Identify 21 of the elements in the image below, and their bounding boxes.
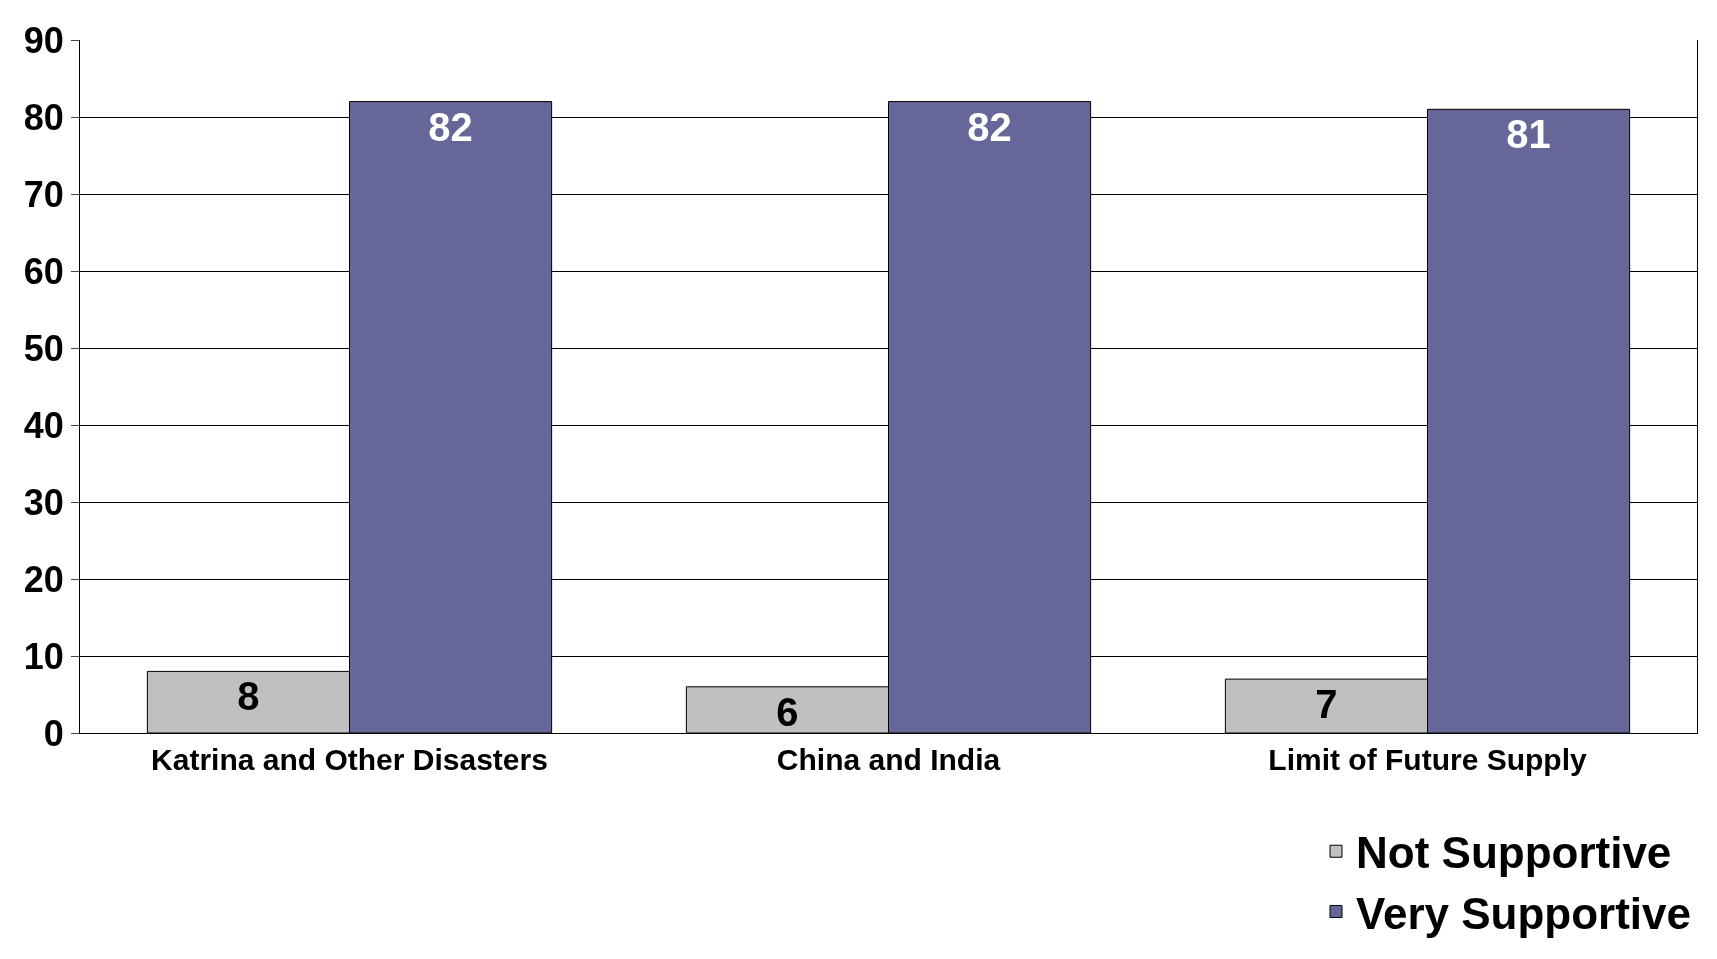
data-label: 82 — [428, 104, 473, 149]
y-tick-label: 60 — [23, 250, 64, 292]
data-label: 7 — [1315, 682, 1338, 727]
legend-label: Very Supportive — [1356, 888, 1692, 938]
data-label: 6 — [776, 689, 799, 734]
legend-label: Not Supportive — [1356, 828, 1672, 878]
y-tick-label: 10 — [23, 635, 64, 677]
y-tick-label: 80 — [23, 96, 64, 138]
y-tick-label: 0 — [43, 712, 64, 754]
y-tick-label: 90 — [23, 19, 64, 61]
y-tick-label: 70 — [23, 173, 64, 215]
y-tick-label: 40 — [23, 404, 64, 446]
data-label: 82 — [967, 104, 1012, 149]
x-tick-label: Katrina and Other Disasters — [151, 743, 548, 776]
data-label: 8 — [237, 674, 260, 719]
y-tick-label: 20 — [23, 558, 64, 600]
x-tick-label: Limit of Future Supply — [1268, 743, 1587, 776]
y-tick-label: 50 — [23, 327, 64, 369]
y-tick-label: 30 — [23, 481, 64, 523]
x-tick-label: China and India — [776, 743, 1001, 776]
data-label: 81 — [1506, 112, 1551, 157]
